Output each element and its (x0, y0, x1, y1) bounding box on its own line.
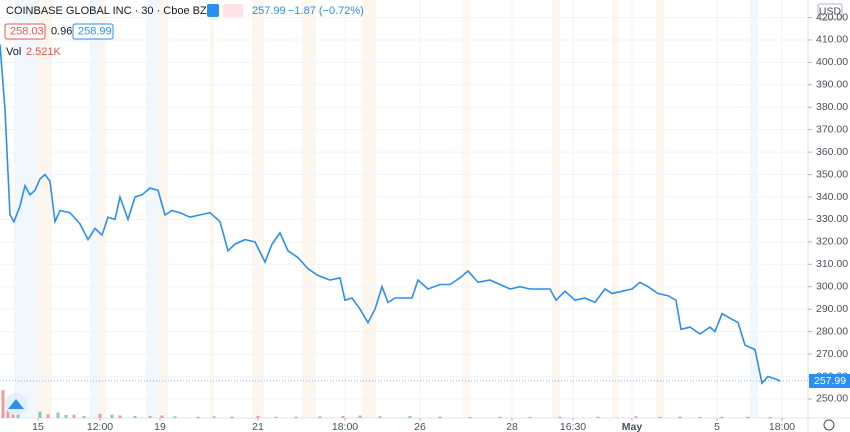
volume-bar (378, 416, 382, 418)
y-tick-label: 350.00 (816, 168, 848, 180)
volume-bar (72, 414, 76, 418)
ask-box (72, 23, 114, 40)
price-line (0, 44, 781, 385)
volume-label: Vol (6, 46, 21, 58)
x-tick-label: May (622, 421, 643, 432)
last-price-tag (809, 373, 850, 388)
volume-bar (274, 416, 278, 418)
volume-bar (634, 416, 638, 418)
x-tick-label: 28 (506, 421, 518, 432)
y-tick-label: 290.00 (816, 303, 848, 315)
bid: 258.03 (10, 25, 44, 37)
y-tick-label: 280.00 (816, 325, 848, 337)
y-tick-label: 320.00 (816, 236, 848, 248)
volume-bar (768, 416, 772, 418)
volume-bar (658, 416, 662, 418)
volume-bar (498, 416, 502, 418)
volume-bar (38, 411, 42, 418)
volume-bar (468, 416, 472, 418)
volume-bar (110, 414, 114, 418)
volume-bar (596, 416, 600, 418)
volume-bar (438, 416, 442, 418)
last-price-label: 257.99 (814, 375, 846, 387)
currency-box[interactable] (817, 3, 843, 20)
y-tick-label: 360.00 (816, 146, 848, 158)
x-tick-label: 21 (252, 421, 264, 432)
y-tick-label: 380.00 (816, 101, 848, 113)
currency: USD (819, 5, 842, 17)
last-price: 257.99 (252, 5, 286, 17)
x-tick-label: 5 (714, 421, 720, 432)
icon[interactable] (207, 4, 219, 17)
x-tick-label: 19 (154, 421, 166, 432)
volume-bar (160, 415, 164, 418)
volume-bar (64, 415, 68, 418)
ask: 258.99 (78, 25, 112, 37)
volume-bar (212, 416, 216, 418)
y-tick-label: 370.00 (816, 123, 848, 135)
x-tick-label: 26 (414, 421, 426, 432)
volume-bar (698, 416, 702, 418)
volume-bar (56, 412, 60, 418)
y-tick-label: 300.00 (816, 281, 848, 293)
volume-bar (1, 390, 5, 418)
x-tick-label: 12:00 (87, 421, 113, 432)
y-tick-label: 400.00 (816, 56, 848, 68)
volume-bar (118, 415, 122, 418)
volume-bar (318, 416, 322, 418)
symbol-title: COINBASE GLOBAL INC · 30 · Cboe BZX (6, 5, 215, 17)
volume-bar (256, 415, 260, 418)
volume-bar (16, 412, 20, 418)
y-tick-label: 340.00 (816, 191, 848, 203)
spread: 0.96 (51, 25, 72, 37)
volume-bar (341, 415, 345, 418)
y-tick-label: 310.00 (816, 258, 848, 270)
volume-bar (678, 416, 682, 418)
x-tick-label: 18:00 (769, 421, 795, 432)
volume-bar (230, 416, 234, 418)
volume-bar (46, 414, 50, 418)
volume-bar (294, 416, 298, 418)
y-tick-label: 270.00 (816, 348, 848, 360)
y-tick-label: 250.00 (816, 393, 848, 405)
icon[interactable] (223, 4, 243, 17)
volume-bar (173, 416, 177, 418)
y-tick-label: 420.00 (816, 11, 848, 23)
x-tick-label: 15 (32, 421, 44, 432)
bid-box (4, 23, 46, 40)
volume-bar (82, 415, 86, 418)
settings-icon[interactable] (823, 419, 835, 431)
change: −1.87 (−0.72%) (288, 5, 364, 17)
x-tick-label: 16:30 (560, 421, 586, 432)
volume-bar (148, 415, 152, 418)
logo-mark (8, 399, 24, 409)
volume-bar (133, 415, 137, 418)
volume-value: 2.521K (26, 46, 62, 58)
volume-bar (358, 415, 362, 418)
y-tick-label: 330.00 (816, 213, 848, 225)
x-tick-label: 18:00 (332, 421, 358, 432)
y-tick-label: 390.00 (816, 79, 848, 91)
volume-bar (408, 415, 412, 418)
volume-bar (528, 416, 532, 418)
y-tick-label: 410.00 (816, 34, 848, 46)
volume-bar (720, 416, 724, 418)
volume-bar (558, 416, 562, 418)
volume-bar (746, 416, 750, 418)
volume-bar (196, 416, 200, 418)
volume-bar (98, 413, 102, 418)
